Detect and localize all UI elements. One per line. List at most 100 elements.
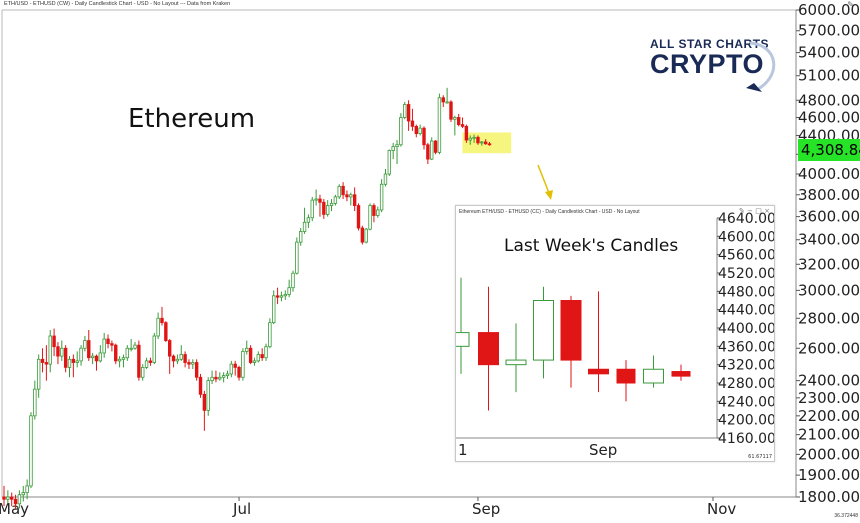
candle-body: [106, 338, 110, 345]
candle-body: [164, 322, 168, 341]
last-price-badge: 4,308.84: [798, 139, 860, 161]
candle-body: [44, 362, 49, 365]
candle-body: [175, 358, 180, 362]
inset-x-tick-label: Sep: [589, 441, 617, 459]
y-tick-label: 1900.00: [798, 466, 860, 484]
y-tick-label: 3200.00: [798, 255, 860, 273]
candle-body: [229, 363, 234, 375]
x-tick-label: Sep: [472, 500, 500, 518]
callout-arrow-line: [537, 164, 550, 194]
candle-body: [17, 494, 22, 505]
candle-body: [129, 347, 133, 350]
candle-body: [141, 366, 145, 378]
candle-body: [410, 120, 415, 127]
candle-body: [94, 355, 99, 362]
y-tick-label: 5700.00: [798, 22, 860, 40]
inset-y-tick-label: 4520.00: [718, 266, 774, 282]
inset-header-text: Ethereum ETH/USD - ETHUSD (CC) - Daily C…: [459, 209, 640, 215]
candle-body: [256, 354, 261, 362]
candle-body: [445, 101, 449, 104]
candle-body: [426, 144, 430, 160]
candle-body: [102, 338, 106, 354]
candle-body: [291, 272, 295, 289]
candle-body: [480, 141, 484, 144]
inset-y-tick-label: 4560.00: [718, 248, 774, 264]
inset-chart[interactable]: 4640.00 4600.00 4560.00 4520.00 4480.00 4440.…: [456, 206, 774, 461]
window-controls: ✎: [847, 0, 854, 9]
inset-readout: 61.67117: [748, 454, 772, 460]
inset-candle-body: [505, 359, 527, 366]
close-icon[interactable]: ×: [764, 207, 770, 215]
candle-body: [221, 375, 226, 378]
inset-candle-body: [560, 300, 582, 361]
candle-body: [360, 227, 365, 243]
inset-y-tick-label: 4360.00: [718, 339, 774, 355]
candle-body: [36, 358, 41, 390]
inset-y-tick-label: 4240.00: [718, 394, 774, 410]
candle-body: [376, 209, 380, 216]
restore-icon[interactable]: □: [755, 207, 762, 215]
candle-body: [52, 335, 56, 348]
inset-chart-title: Last Week's Candles: [504, 236, 679, 256]
candle-body: [110, 343, 114, 346]
candle-body: [318, 198, 322, 203]
candle-body: [33, 388, 37, 417]
inset-y-tick-label: 4640.00: [718, 211, 774, 227]
candle-body: [13, 498, 18, 505]
inset-candle-body: [671, 371, 691, 377]
candle-body: [275, 295, 280, 298]
candle-body: [418, 127, 422, 135]
y-tick-label: 2200.00: [798, 407, 860, 425]
candle-body: [391, 146, 395, 151]
y-tick-label: 3800.00: [798, 186, 860, 204]
candle-body: [279, 295, 284, 298]
y-tick-label: 2100.00: [798, 426, 860, 444]
inset-y-tick-label: 4160.00: [718, 431, 774, 447]
candle-body: [218, 376, 222, 380]
y-tick-label: 2000.00: [798, 445, 860, 463]
y-tick-label: 3400.00: [798, 231, 860, 249]
y-tick-label: 4800.00: [798, 91, 860, 109]
candle-body: [29, 415, 33, 487]
main-readout: 36.372448: [834, 513, 858, 519]
candle-body: [406, 104, 411, 122]
inset-y-tick-label: 4280.00: [718, 376, 774, 392]
candle-body: [287, 287, 291, 295]
candle-body: [333, 196, 338, 204]
candle-body: [395, 144, 399, 148]
inset-candle-body: [478, 332, 499, 366]
inset-chart-panel[interactable]: Ethereum ETH/USD - ETHUSD (CC) - Daily C…: [455, 205, 775, 462]
candle-body: [152, 335, 156, 363]
y-tick-label: 6000.00: [798, 1, 860, 19]
inset-candle-body: [533, 300, 554, 361]
candle-body: [194, 362, 199, 378]
pencil-icon[interactable]: ✎: [739, 207, 745, 215]
candle-body: [114, 344, 118, 362]
minimize-icon[interactable]: −: [747, 207, 754, 215]
candle-body: [98, 352, 103, 362]
candle-body: [202, 393, 207, 411]
candle-body: [67, 358, 72, 368]
y-tick-label: 5400.00: [798, 44, 860, 62]
candle-body: [314, 198, 318, 201]
candle-body: [210, 376, 214, 382]
candle-body: [379, 183, 384, 211]
y-tick-label: 4000.00: [798, 165, 860, 183]
candle-body: [472, 136, 476, 139]
y-tick-label: 1800.00: [798, 488, 860, 506]
candle-body: [233, 363, 237, 368]
candle-body: [25, 485, 29, 493]
y-tick-label: 3000.00: [798, 281, 860, 299]
candle-body: [306, 217, 311, 223]
inset-candle-body: [588, 368, 609, 375]
candle-body: [237, 366, 241, 378]
candle-body: [368, 205, 372, 230]
y-tick-label: 3600.00: [798, 208, 860, 226]
candle-body: [349, 194, 353, 198]
candle-body: [460, 124, 465, 127]
candle-body: [133, 344, 137, 349]
y-tick-label: 4600.00: [798, 108, 860, 126]
pencil-icon[interactable]: ✎: [847, 0, 854, 9]
candle-body: [260, 354, 264, 359]
y-tick-label: 2800.00: [798, 309, 860, 327]
